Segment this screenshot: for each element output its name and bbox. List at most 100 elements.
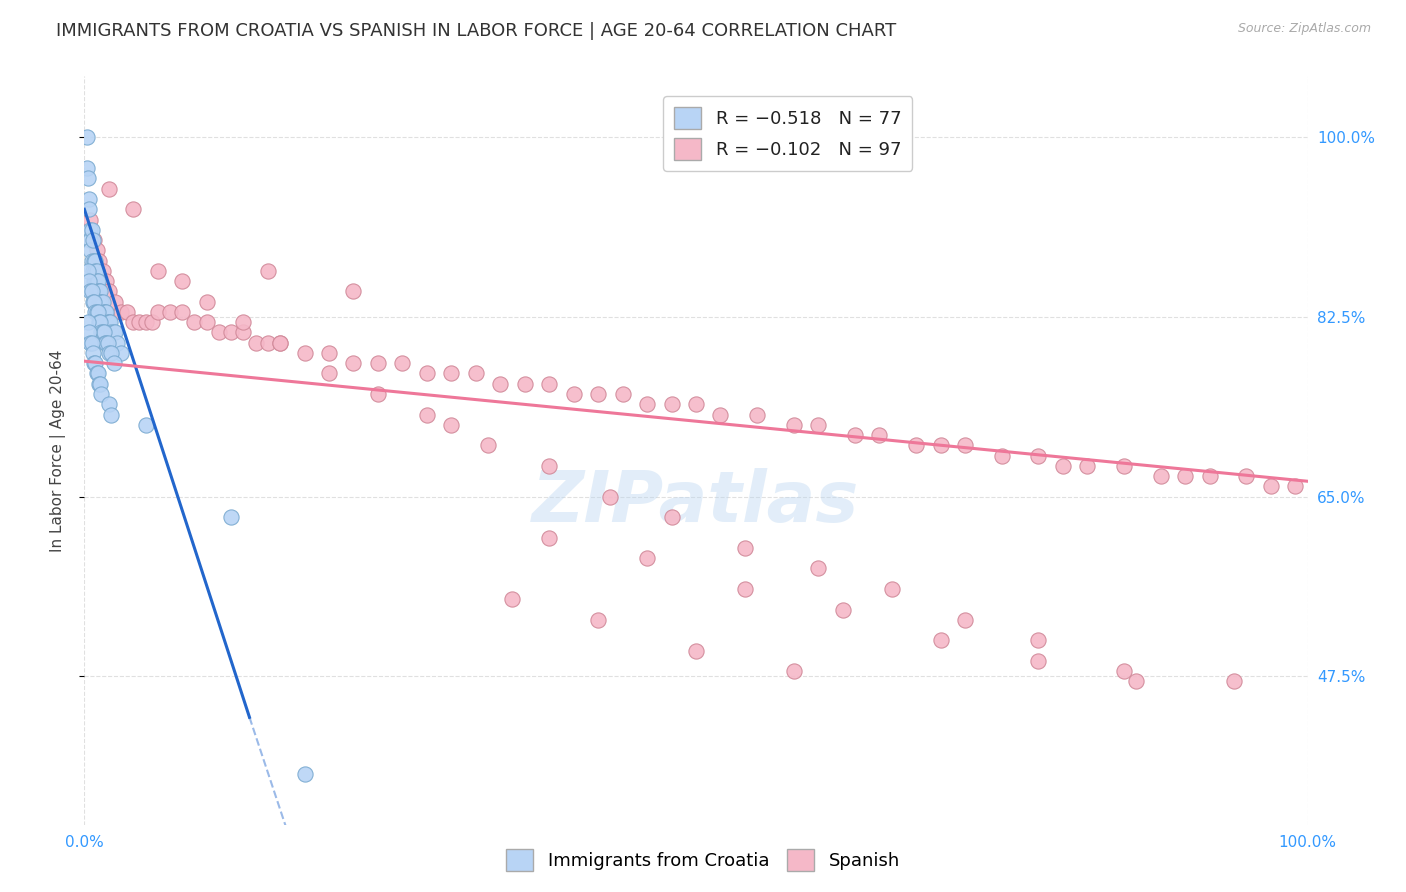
Point — [391, 356, 413, 370]
Point — [84, 274, 107, 288]
Point — [100, 408, 122, 422]
Point — [86, 244, 108, 258]
Point — [146, 264, 169, 278]
Point — [79, 233, 101, 247]
Point — [80, 253, 103, 268]
Point — [783, 417, 806, 432]
Point — [709, 408, 731, 422]
Point — [82, 346, 104, 360]
Point — [135, 315, 157, 329]
Point — [1236, 469, 1258, 483]
Point — [79, 212, 101, 227]
Point — [783, 664, 806, 678]
Point — [87, 294, 110, 309]
Point — [83, 274, 105, 288]
Point — [83, 356, 105, 370]
Point — [367, 356, 389, 370]
Point — [77, 192, 100, 206]
Point — [807, 417, 830, 432]
Point — [110, 346, 132, 360]
Point — [93, 326, 115, 340]
Point — [342, 356, 364, 370]
Point — [538, 376, 561, 391]
Point — [86, 274, 108, 288]
Point — [79, 244, 101, 258]
Point — [94, 305, 117, 319]
Point — [97, 335, 120, 350]
Point — [79, 223, 101, 237]
Point — [97, 285, 120, 299]
Point — [89, 294, 111, 309]
Point — [1260, 479, 1282, 493]
Point — [84, 356, 107, 370]
Point — [318, 346, 340, 360]
Text: IMMIGRANTS FROM CROATIA VS SPANISH IN LABOR FORCE | AGE 20-64 CORRELATION CHART: IMMIGRANTS FROM CROATIA VS SPANISH IN LA… — [56, 22, 897, 40]
Point — [135, 417, 157, 432]
Legend: Immigrants from Croatia, Spanish: Immigrants from Croatia, Spanish — [499, 842, 907, 879]
Point — [103, 356, 125, 370]
Point — [86, 305, 108, 319]
Point — [685, 643, 707, 657]
Point — [880, 582, 903, 596]
Point — [122, 202, 145, 217]
Point — [105, 335, 128, 350]
Point — [489, 376, 512, 391]
Point — [269, 335, 291, 350]
Point — [685, 397, 707, 411]
Point — [172, 274, 194, 288]
Point — [80, 223, 103, 237]
Point — [869, 428, 891, 442]
Point — [502, 592, 524, 607]
Point — [97, 397, 120, 411]
Point — [90, 294, 112, 309]
Point — [1052, 458, 1074, 473]
Point — [195, 315, 218, 329]
Point — [612, 387, 634, 401]
Point — [257, 335, 280, 350]
Legend: R = −0.518   N = 77, R = −0.102   N = 97: R = −0.518 N = 77, R = −0.102 N = 97 — [664, 96, 912, 171]
Point — [90, 387, 112, 401]
Point — [1284, 479, 1306, 493]
Point — [257, 264, 280, 278]
Point — [76, 161, 98, 176]
Point — [104, 294, 127, 309]
Point — [538, 458, 561, 473]
Point — [661, 510, 683, 524]
Point — [86, 285, 108, 299]
Point — [77, 274, 100, 288]
Point — [831, 602, 853, 616]
Point — [77, 171, 100, 186]
Point — [91, 264, 114, 278]
Point — [83, 233, 105, 247]
Point — [82, 294, 104, 309]
Point — [183, 315, 205, 329]
Point — [84, 264, 107, 278]
Point — [89, 315, 111, 329]
Point — [1114, 664, 1136, 678]
Point — [83, 294, 105, 309]
Point — [91, 326, 114, 340]
Point — [1223, 674, 1246, 689]
Point — [245, 335, 267, 350]
Point — [146, 305, 169, 319]
Point — [208, 326, 231, 340]
Point — [89, 285, 111, 299]
Point — [1028, 449, 1050, 463]
Point — [953, 613, 976, 627]
Point — [97, 315, 120, 329]
Y-axis label: In Labor Force | Age 20-64: In Labor Force | Age 20-64 — [49, 350, 66, 551]
Point — [367, 387, 389, 401]
Point — [219, 510, 242, 524]
Point — [87, 305, 110, 319]
Point — [97, 346, 120, 360]
Point — [103, 326, 125, 340]
Point — [87, 285, 110, 299]
Text: Source: ZipAtlas.com: Source: ZipAtlas.com — [1237, 22, 1371, 36]
Point — [991, 449, 1014, 463]
Text: ZIPatlas: ZIPatlas — [533, 468, 859, 537]
Point — [80, 335, 103, 350]
Point — [141, 315, 163, 329]
Point — [90, 326, 112, 340]
Point — [97, 315, 120, 329]
Point — [122, 315, 145, 329]
